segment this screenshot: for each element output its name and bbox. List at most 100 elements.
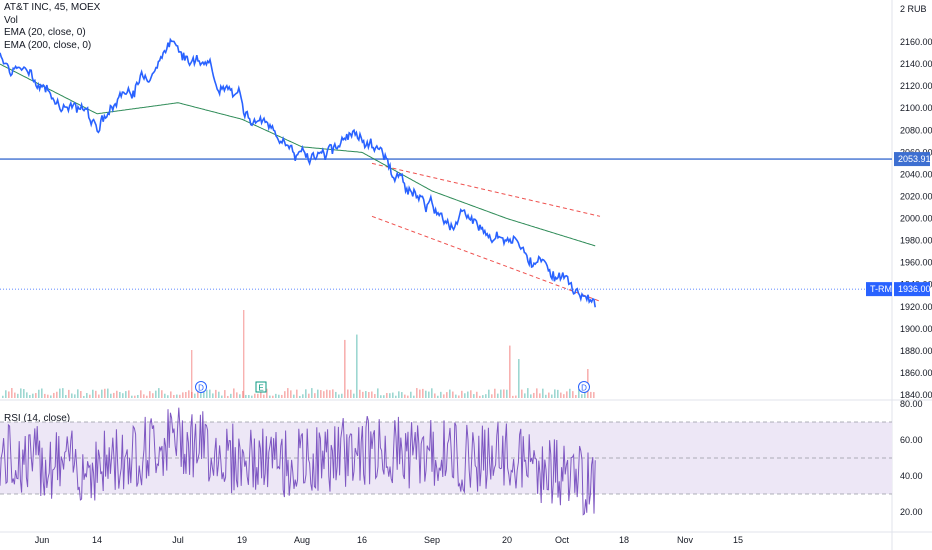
volume-bar bbox=[56, 391, 58, 398]
volume-bar bbox=[59, 388, 61, 398]
rsi-legend[interactable]: RSI (14, close) bbox=[4, 413, 71, 424]
volume-bar bbox=[308, 393, 310, 398]
volume-bar bbox=[53, 392, 55, 398]
volume-bar bbox=[410, 391, 412, 398]
volume-bar bbox=[248, 394, 250, 398]
time-tick-label: Nov bbox=[677, 535, 694, 545]
legend-ema200[interactable]: EMA (200, close, 0) bbox=[4, 39, 92, 51]
rsi-tick-label: 40.00 bbox=[900, 471, 923, 481]
channel-lower bbox=[371, 215, 601, 302]
volume-bar bbox=[239, 394, 241, 398]
volume-bar bbox=[167, 395, 169, 398]
legend-ema20[interactable]: EMA (20, close, 0) bbox=[4, 27, 86, 38]
volume-bar bbox=[443, 394, 445, 398]
price-tick-label: 2120.00 bbox=[900, 81, 932, 91]
dividend-icon bbox=[578, 381, 590, 393]
volume-bar bbox=[392, 392, 394, 398]
rsi-tick-label: 80.00 bbox=[900, 399, 923, 409]
volume-bar bbox=[89, 394, 91, 398]
volume-bar bbox=[5, 390, 7, 398]
volume-bar bbox=[17, 393, 19, 398]
volume-bar bbox=[164, 393, 166, 398]
volume-bar bbox=[14, 392, 16, 398]
volume-bar bbox=[323, 391, 325, 398]
volume-bar bbox=[365, 391, 367, 398]
price-series bbox=[0, 37, 596, 308]
volume-bar bbox=[524, 393, 526, 398]
volume-bar bbox=[287, 388, 289, 398]
volume-bar bbox=[404, 394, 406, 398]
volume-bar bbox=[176, 394, 178, 398]
volume-bar bbox=[269, 395, 271, 398]
volume-bar bbox=[431, 388, 433, 398]
volume-bar bbox=[497, 393, 499, 398]
volume-bar bbox=[428, 391, 430, 398]
time-tick-label: 18 bbox=[619, 535, 629, 545]
event-marker-label: E bbox=[258, 384, 263, 393]
volume-bar bbox=[104, 388, 106, 398]
volume-bar bbox=[458, 395, 460, 398]
time-tick-label: 20 bbox=[502, 535, 512, 545]
volume-bar bbox=[371, 391, 373, 398]
volume-bar bbox=[356, 334, 358, 398]
volume-bar bbox=[275, 393, 277, 398]
volume-bar bbox=[257, 393, 259, 398]
legend-vol[interactable]: Vol bbox=[4, 14, 18, 26]
volume-bar bbox=[338, 394, 340, 398]
volume-bar bbox=[266, 388, 268, 398]
volume-bar bbox=[476, 391, 478, 398]
volume-bar bbox=[518, 359, 520, 398]
volume-bar bbox=[158, 388, 160, 398]
price-axis[interactable]: 2160.002140.002120.002100.002080.002060.… bbox=[900, 4, 932, 517]
volume-bar bbox=[449, 389, 451, 398]
volume-bar bbox=[197, 392, 199, 398]
volume-bar bbox=[146, 395, 148, 398]
time-tick-label: 14 bbox=[92, 535, 102, 545]
price-tick-label: 2000.00 bbox=[900, 214, 932, 224]
volume-bar bbox=[362, 391, 364, 398]
volume-bar bbox=[116, 390, 118, 398]
currency-label: 2 RUB bbox=[900, 4, 927, 14]
volume-bar bbox=[263, 394, 265, 398]
volume-bar bbox=[296, 389, 298, 398]
volume-bar bbox=[326, 389, 328, 398]
price-tick-label: 1960.00 bbox=[900, 258, 932, 268]
volume-bar bbox=[293, 394, 295, 398]
volume-bar bbox=[101, 389, 103, 398]
volume-bar bbox=[419, 389, 421, 398]
volume-bar bbox=[305, 389, 307, 398]
volume-bar bbox=[152, 393, 154, 398]
event-marker-earnings: E bbox=[255, 381, 267, 393]
volume-bar bbox=[29, 395, 31, 398]
volume-bar bbox=[65, 394, 67, 398]
volume-bar bbox=[243, 310, 245, 398]
price-tick-label: 2040.00 bbox=[900, 169, 932, 179]
volume-bar bbox=[44, 393, 46, 398]
volume-bar bbox=[575, 395, 577, 398]
volume-bar bbox=[179, 394, 181, 398]
volume-bar bbox=[515, 395, 517, 398]
volume-bar bbox=[536, 388, 538, 398]
volume-bar bbox=[386, 392, 388, 398]
volume-bar bbox=[221, 395, 223, 398]
volume-bar bbox=[137, 394, 139, 398]
price-tick-label: 1860.00 bbox=[900, 368, 932, 378]
volume-bar bbox=[581, 394, 583, 398]
price-tick-label: 1880.00 bbox=[900, 346, 932, 356]
volume-bar bbox=[383, 395, 385, 398]
volume-bar bbox=[236, 392, 238, 398]
volume-bar bbox=[398, 391, 400, 398]
volume-bar bbox=[542, 388, 544, 398]
price-tick-label: 2020.00 bbox=[900, 191, 932, 201]
volume-bar bbox=[74, 394, 76, 398]
symbol-title[interactable]: AT&T INC, 45, MOEX bbox=[4, 2, 101, 13]
horizontal-level[interactable] bbox=[0, 158, 892, 290]
time-axis[interactable]: Jun 14 Jul 19 Aug 16 Sep 20 Oct 18 Nov 15 bbox=[35, 535, 743, 545]
volume-bar bbox=[251, 395, 253, 398]
volume-bar bbox=[539, 393, 541, 398]
rsi-band bbox=[0, 421, 892, 495]
volume-bar bbox=[86, 393, 88, 398]
volume-bar bbox=[590, 391, 592, 398]
